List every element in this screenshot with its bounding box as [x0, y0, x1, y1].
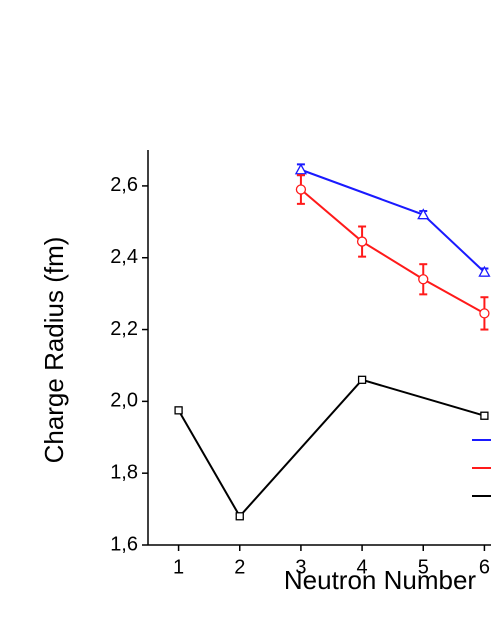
- series-line: [300, 168, 486, 273]
- x-tick-label: 2: [234, 556, 245, 578]
- y-tick-label: 2,4: [110, 246, 138, 268]
- series-line: [300, 188, 485, 315]
- marker: [478, 265, 491, 277]
- y-tick-label: 2,0: [110, 390, 138, 412]
- marker: [174, 406, 183, 415]
- y-tick-label: 1,8: [110, 461, 138, 483]
- x-tick-label: 4: [357, 556, 368, 578]
- marker: [357, 375, 367, 384]
- x-tick-label: 3: [295, 556, 306, 578]
- marker: [235, 512, 244, 521]
- x-tick-label: 5: [418, 556, 429, 578]
- y-tick-label: 2,6: [110, 174, 138, 196]
- y-axis-title: Charge Radius (fm): [39, 237, 69, 464]
- marker: [295, 184, 307, 195]
- marker: [479, 308, 490, 319]
- marker: [480, 411, 489, 420]
- x-tick-label: 6: [479, 556, 490, 578]
- marker: [356, 236, 368, 247]
- x-axis-title: Neutron Number: [284, 565, 477, 595]
- y-tick-label: 2,2: [110, 318, 138, 340]
- marker: [418, 274, 429, 285]
- series-line: [177, 378, 485, 518]
- x-tick-label: 1: [173, 556, 184, 578]
- marker: [417, 208, 430, 220]
- marker: [294, 163, 308, 175]
- y-tick-label: 1,6: [110, 533, 138, 555]
